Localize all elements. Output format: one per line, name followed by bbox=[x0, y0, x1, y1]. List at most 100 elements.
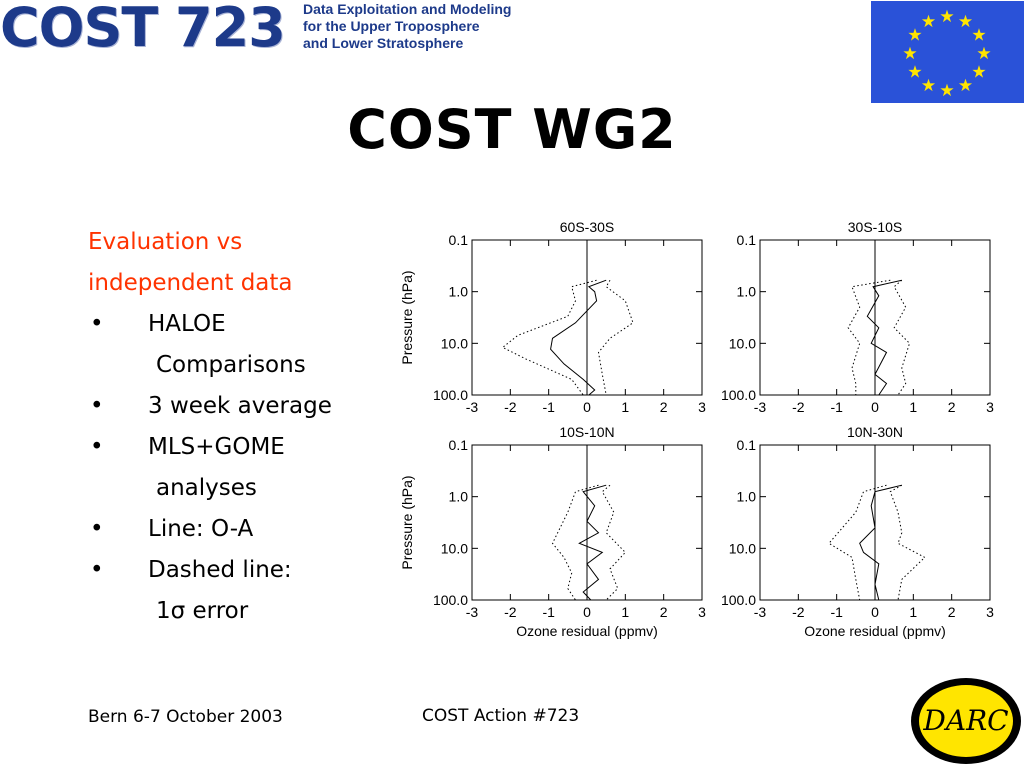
y-tick-label: 0.1 bbox=[737, 437, 757, 453]
x-tick-label: -3 bbox=[754, 399, 767, 415]
x-tick-label: -2 bbox=[504, 399, 517, 415]
bullet-dot: • bbox=[90, 434, 104, 460]
residual-line bbox=[578, 484, 607, 601]
bullet-text: 3 week average bbox=[148, 393, 332, 419]
residual-line bbox=[550, 279, 607, 396]
darc-logo: DARC bbox=[911, 678, 1021, 764]
tagline-line-1: Data Exploitation and Modeling bbox=[303, 1, 512, 17]
x-axis-label: Ozone residual (ppmv) bbox=[516, 623, 658, 639]
x-tick-label: -2 bbox=[792, 604, 805, 620]
y-tick-label: 0.1 bbox=[449, 232, 469, 248]
y-tick-label: 1.0 bbox=[737, 489, 757, 505]
list-item: • 3 week average bbox=[88, 386, 388, 427]
error-line bbox=[551, 484, 599, 601]
bullet-text: Line: O-A bbox=[148, 516, 254, 542]
flag-star: ★ bbox=[907, 26, 922, 46]
flag-star: ★ bbox=[902, 44, 917, 64]
x-tick-label: 3 bbox=[986, 604, 994, 620]
y-axis-label: Pressure (hPa) bbox=[399, 475, 415, 569]
bullet-text: HALOE bbox=[148, 311, 226, 337]
error-line bbox=[601, 484, 626, 601]
footer-date: Bern 6-7 October 2003 bbox=[88, 707, 283, 727]
x-tick-label: 0 bbox=[583, 399, 591, 415]
cost-tagline: Data Exploitation and Modeling for the U… bbox=[303, 1, 543, 52]
y-tick-label: 10.0 bbox=[441, 335, 468, 351]
y-axis-label: Pressure (hPa) bbox=[399, 270, 415, 364]
list-item: • HALOE bbox=[88, 304, 388, 345]
cost-logo: COST 723 bbox=[0, 0, 286, 59]
x-tick-label: -2 bbox=[504, 604, 517, 620]
y-tick-label: 0.1 bbox=[737, 232, 757, 248]
bullet-dot: • bbox=[90, 311, 104, 337]
flag-star: ★ bbox=[971, 26, 986, 46]
x-axis-label: Ozone residual (ppmv) bbox=[804, 623, 946, 639]
flag-star: ★ bbox=[958, 12, 973, 32]
bullet-continuation: 1σ error bbox=[156, 598, 249, 624]
x-tick-label: -2 bbox=[792, 399, 805, 415]
eu-flag-icon: ★ ★★★★★★★★★★★ bbox=[871, 1, 1024, 103]
y-tick-label: 100.0 bbox=[433, 387, 468, 403]
chart-title: 10N-30N bbox=[847, 424, 903, 440]
x-tick-label: -1 bbox=[542, 399, 555, 415]
bullet-continuation: analyses bbox=[156, 475, 257, 501]
chart-title: 30S-10S bbox=[848, 219, 902, 235]
list-item: • MLS+GOME bbox=[88, 427, 388, 468]
flag-star: ★ bbox=[921, 12, 936, 32]
flag-star: ★ bbox=[921, 76, 936, 96]
tagline-line-3: and Lower Stratosphere bbox=[303, 35, 464, 51]
error-line bbox=[828, 484, 887, 601]
footer-center: COST Action #723 bbox=[422, 706, 580, 726]
y-tick-label: 10.0 bbox=[729, 335, 756, 351]
error-line bbox=[847, 279, 891, 395]
chart-panel: 10N-30N -3 -2 -1 0 1 2 3 0.1 1.0 10.0 100.0 Ozone re… bbox=[721, 424, 994, 639]
list-item-continuation: Comparisons bbox=[88, 345, 388, 386]
x-tick-label: 1 bbox=[909, 604, 917, 620]
x-tick-label: -1 bbox=[830, 604, 843, 620]
chart-panel: 10S-10N -3 -2 -1 0 1 2 3 0.1 1.0 10.0 100.0 Pressure… bbox=[399, 424, 706, 639]
residual-line bbox=[866, 279, 902, 396]
x-tick-label: 1 bbox=[909, 399, 917, 415]
tagline-line-2: for the Upper Troposphere bbox=[303, 18, 480, 34]
x-tick-label: 0 bbox=[871, 604, 879, 620]
error-line bbox=[889, 484, 926, 601]
chart-panel: 30S-10S -3 -2 -1 0 1 2 3 0.1 1.0 10.0 100.0 bbox=[721, 219, 994, 415]
y-tick-label: 1.0 bbox=[449, 284, 469, 300]
y-tick-label: 100.0 bbox=[721, 387, 756, 403]
ozone-residual-plots: 60S-30S -3 -2 -1 0 1 2 3 0.1 1.0 10.0 100.0 Pressure… bbox=[399, 219, 994, 639]
x-tick-label: 3 bbox=[986, 399, 994, 415]
flag-star: ★ bbox=[958, 76, 973, 96]
x-tick-label: 0 bbox=[871, 399, 879, 415]
bullet-text: MLS+GOME bbox=[148, 434, 285, 460]
bullet-continuation: Comparisons bbox=[156, 352, 306, 378]
bullet-heading-line-2: independent data bbox=[88, 270, 293, 296]
darc-logo-text: DARC bbox=[922, 704, 1008, 737]
bullet-dot: • bbox=[90, 516, 104, 542]
y-tick-label: 10.0 bbox=[729, 540, 756, 556]
x-tick-label: 3 bbox=[698, 604, 706, 620]
x-tick-label: 1 bbox=[621, 399, 629, 415]
y-tick-label: 100.0 bbox=[433, 592, 468, 608]
flag-star: ★ bbox=[939, 7, 954, 27]
residual-line bbox=[859, 484, 902, 601]
y-tick-label: 0.1 bbox=[449, 437, 469, 453]
list-item-continuation: analyses bbox=[88, 468, 388, 509]
x-tick-label: 2 bbox=[948, 604, 956, 620]
chart-panel: 60S-30S -3 -2 -1 0 1 2 3 0.1 1.0 10.0 100.0 Pressure… bbox=[399, 219, 706, 415]
x-tick-label: -1 bbox=[830, 399, 843, 415]
flag-star: ★ bbox=[907, 63, 922, 83]
bullet-dot: • bbox=[90, 557, 104, 583]
x-tick-label: 2 bbox=[660, 604, 668, 620]
y-tick-label: 1.0 bbox=[737, 284, 757, 300]
chart-title: 60S-30S bbox=[560, 219, 614, 235]
list-item: • Line: O-A bbox=[88, 509, 388, 550]
chart-title: 10S-10N bbox=[559, 424, 614, 440]
x-tick-label: -3 bbox=[466, 399, 479, 415]
y-tick-label: 10.0 bbox=[441, 540, 468, 556]
y-tick-label: 1.0 bbox=[449, 489, 469, 505]
bullet-list: Evaluation vs independent data • HALOE C… bbox=[88, 222, 388, 632]
x-tick-label: -3 bbox=[754, 604, 767, 620]
flag-star: ★ bbox=[939, 81, 954, 101]
x-tick-label: 0 bbox=[583, 604, 591, 620]
error-line bbox=[893, 279, 911, 396]
x-tick-label: -1 bbox=[542, 604, 555, 620]
